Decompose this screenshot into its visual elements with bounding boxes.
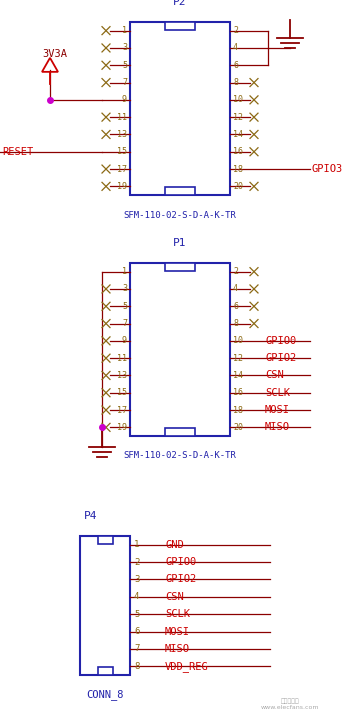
Text: 3: 3 (122, 284, 127, 293)
Text: 5: 5 (122, 302, 127, 310)
Text: SFM-110-02-S-D-A-K-TR: SFM-110-02-S-D-A-K-TR (123, 451, 237, 461)
Text: CSN: CSN (265, 370, 284, 380)
Text: GPIO0: GPIO0 (265, 336, 296, 346)
Text: 15: 15 (117, 147, 127, 156)
Text: 12: 12 (233, 113, 243, 121)
Bar (130, 22, 230, 195)
Text: P4: P4 (84, 511, 98, 521)
Text: 2: 2 (233, 267, 238, 276)
Text: 19: 19 (117, 182, 127, 191)
Text: 2: 2 (134, 557, 139, 567)
Text: SCLK: SCLK (265, 388, 290, 398)
Text: 5: 5 (122, 61, 127, 70)
Text: GND: GND (165, 539, 184, 549)
Text: 12: 12 (233, 354, 243, 362)
Text: GPIO3: GPIO3 (312, 164, 343, 174)
Text: MISO: MISO (265, 422, 290, 432)
Text: 7: 7 (122, 78, 127, 87)
Text: SFM-110-02-S-D-A-K-TR: SFM-110-02-S-D-A-K-TR (123, 211, 237, 219)
Text: 20: 20 (233, 182, 243, 191)
Text: 6: 6 (233, 61, 238, 70)
Text: 4: 4 (233, 43, 238, 53)
Text: 11: 11 (117, 113, 127, 121)
Text: 14: 14 (233, 130, 243, 139)
Text: 7: 7 (122, 319, 127, 328)
Text: 10: 10 (233, 95, 243, 105)
Text: GPIO2: GPIO2 (165, 575, 196, 584)
Text: 1: 1 (134, 540, 139, 549)
Text: SCLK: SCLK (165, 609, 190, 619)
Text: 2: 2 (233, 26, 238, 35)
Bar (165, 263, 195, 271)
Text: CSN: CSN (165, 592, 184, 602)
Bar (165, 22, 195, 30)
Text: P1: P1 (173, 238, 187, 248)
Text: 8: 8 (233, 319, 238, 328)
Text: CONN_8: CONN_8 (86, 690, 124, 700)
Text: 20: 20 (233, 423, 243, 432)
Text: 11: 11 (117, 354, 127, 362)
Text: 17: 17 (117, 406, 127, 414)
Text: 14: 14 (233, 371, 243, 380)
Text: 16: 16 (233, 388, 243, 397)
Text: 5: 5 (134, 609, 139, 619)
Text: 8: 8 (134, 662, 139, 671)
Text: 9: 9 (122, 336, 127, 345)
Bar (130, 263, 230, 436)
Text: MOSI: MOSI (165, 627, 190, 637)
Text: 4: 4 (233, 284, 238, 293)
Text: GPIO2: GPIO2 (265, 353, 296, 363)
Bar (165, 428, 195, 436)
Text: 1: 1 (122, 26, 127, 35)
Text: 3: 3 (134, 575, 139, 584)
Text: 4: 4 (134, 592, 139, 601)
Text: 6: 6 (233, 302, 238, 310)
Text: 18: 18 (233, 406, 243, 414)
Bar (80, 536, 130, 675)
Text: MOSI: MOSI (265, 405, 290, 415)
Text: 17: 17 (117, 165, 127, 173)
Text: VDD_REG: VDD_REG (165, 661, 209, 671)
Text: 13: 13 (117, 371, 127, 380)
Bar (98, 667, 112, 675)
Text: 13: 13 (117, 130, 127, 139)
Bar (165, 187, 195, 195)
Text: 8: 8 (233, 78, 238, 87)
Text: 电子发烧友
www.elecfans.com: 电子发烧友 www.elecfans.com (261, 699, 319, 710)
Text: 6: 6 (134, 627, 139, 636)
Text: P2: P2 (173, 0, 187, 7)
Text: 3: 3 (122, 43, 127, 53)
Text: 10: 10 (233, 336, 243, 345)
Bar (98, 536, 112, 544)
Text: MISO: MISO (165, 644, 190, 654)
Text: 18: 18 (233, 165, 243, 173)
Text: 9: 9 (122, 95, 127, 105)
Text: 19: 19 (117, 423, 127, 432)
Text: RESET: RESET (2, 147, 33, 157)
Text: GPIO0: GPIO0 (165, 557, 196, 567)
Text: 16: 16 (233, 147, 243, 156)
Text: 1: 1 (122, 267, 127, 276)
Text: 7: 7 (134, 645, 139, 653)
Text: 3V3A: 3V3A (42, 49, 67, 59)
Text: 15: 15 (117, 388, 127, 397)
